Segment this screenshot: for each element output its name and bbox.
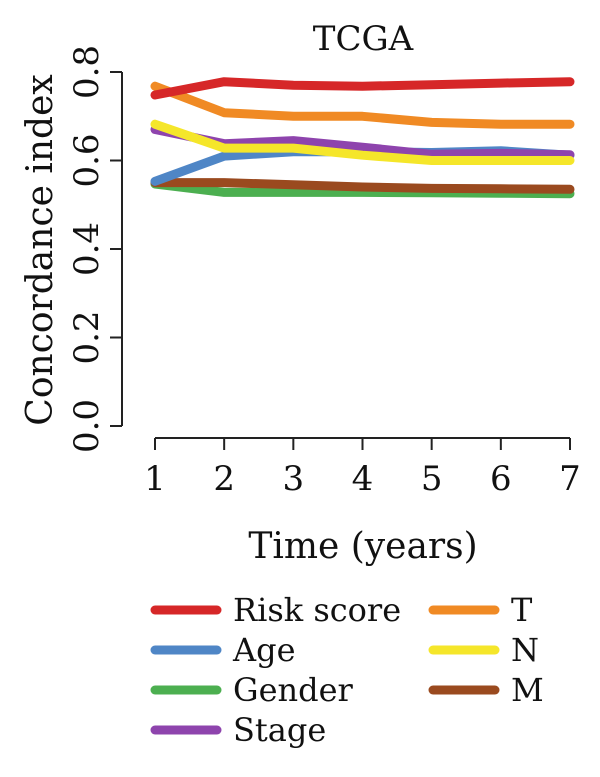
y-axis-title: Concordance index [20,74,61,425]
x-tick-label: 6 [490,459,512,499]
x-tick-label: 1 [144,459,166,499]
series-layer [150,77,575,199]
y-tick-label: 0.8 [67,45,107,99]
legend-label-gender: Gender [233,671,354,709]
x-tick-label: 5 [421,459,443,499]
y-tick-label: 0.0 [67,399,107,453]
x-tick-label: 4 [352,459,374,499]
x-tick-label: 7 [559,459,581,499]
x-tick-label: 2 [213,459,235,499]
series-line-m [150,178,575,194]
legend-label-m: M [511,671,544,709]
y-tick-label: 0.6 [67,133,107,187]
axes: 1 2 3 4 5 6 7 0.0 0.2 0.4 0.6 0.8 [67,45,581,499]
y-tick-label: 0.2 [67,310,107,364]
legend-label-age: Age [232,631,296,669]
x-axis-title: Time (years) [248,526,477,567]
legend-label-n: N [511,631,539,669]
chart-title: TCGA [313,19,414,59]
x-tick-label: 3 [283,459,305,499]
series-line-n [150,119,575,165]
y-tick-label: 0.4 [67,222,107,276]
legend-label-stage: Stage [233,711,326,749]
series-line-risk-score [150,77,575,100]
legend-label-risk-score: Risk score [233,591,401,629]
legend-label-t: T [511,591,533,629]
series-line-t [150,81,575,129]
